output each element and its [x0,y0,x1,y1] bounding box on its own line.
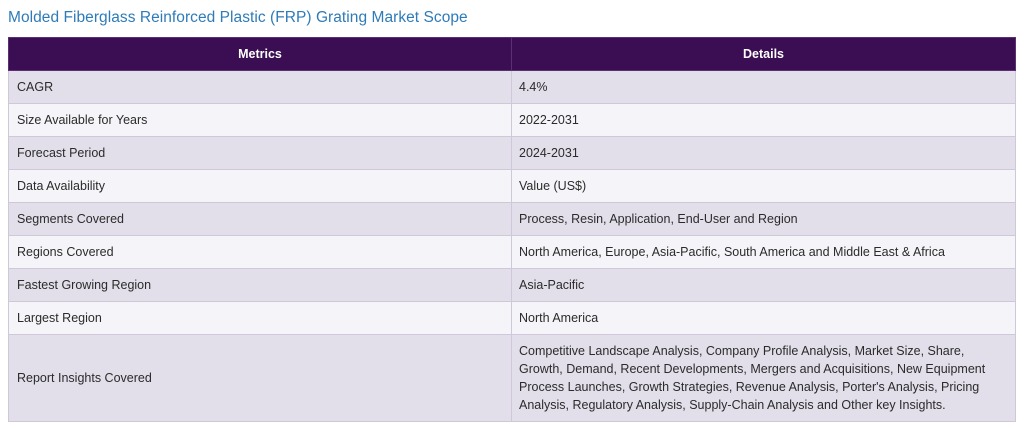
detail-cell: Asia-Pacific [511,268,1016,302]
detail-cell: Value (US$) [511,169,1016,203]
column-header-metrics: Metrics [8,37,512,71]
metric-cell: Fastest Growing Region [8,268,512,302]
table-row: Size Available for Years 2022-2031 [8,103,1016,137]
page-title: Molded Fiberglass Reinforced Plastic (FR… [8,9,468,26]
metric-cell: Regions Covered [8,235,512,269]
table-row: Report Insights Covered Competitive Land… [8,334,1016,422]
table-row: CAGR 4.4% [8,70,1016,104]
detail-cell: 4.4% [511,70,1016,104]
detail-cell: North America [511,301,1016,335]
table-header-row: Metrics Details [8,37,1016,71]
detail-cell: 2024-2031 [511,136,1016,170]
metric-cell: Forecast Period [8,136,512,170]
market-scope-table: Metrics Details CAGR 4.4% Size Available… [8,37,1016,422]
metric-cell: Size Available for Years [8,103,512,137]
metric-cell: Data Availability [8,169,512,203]
metric-cell: Report Insights Covered [8,334,512,422]
column-header-details: Details [511,37,1016,71]
table-row: Largest Region North America [8,301,1016,335]
metric-cell: Largest Region [8,301,512,335]
detail-cell: Process, Resin, Application, End-User an… [511,202,1016,236]
table-row: Fastest Growing Region Asia-Pacific [8,268,1016,302]
metric-cell: Segments Covered [8,202,512,236]
table-row: Segments Covered Process, Resin, Applica… [8,202,1016,236]
metric-cell: CAGR [8,70,512,104]
detail-cell: Competitive Landscape Analysis, Company … [511,334,1016,422]
table-row: Forecast Period 2024-2031 [8,136,1016,170]
detail-cell: 2022-2031 [511,103,1016,137]
table-row: Regions Covered North America, Europe, A… [8,235,1016,269]
detail-cell: North America, Europe, Asia-Pacific, Sou… [511,235,1016,269]
table-row: Data Availability Value (US$) [8,169,1016,203]
